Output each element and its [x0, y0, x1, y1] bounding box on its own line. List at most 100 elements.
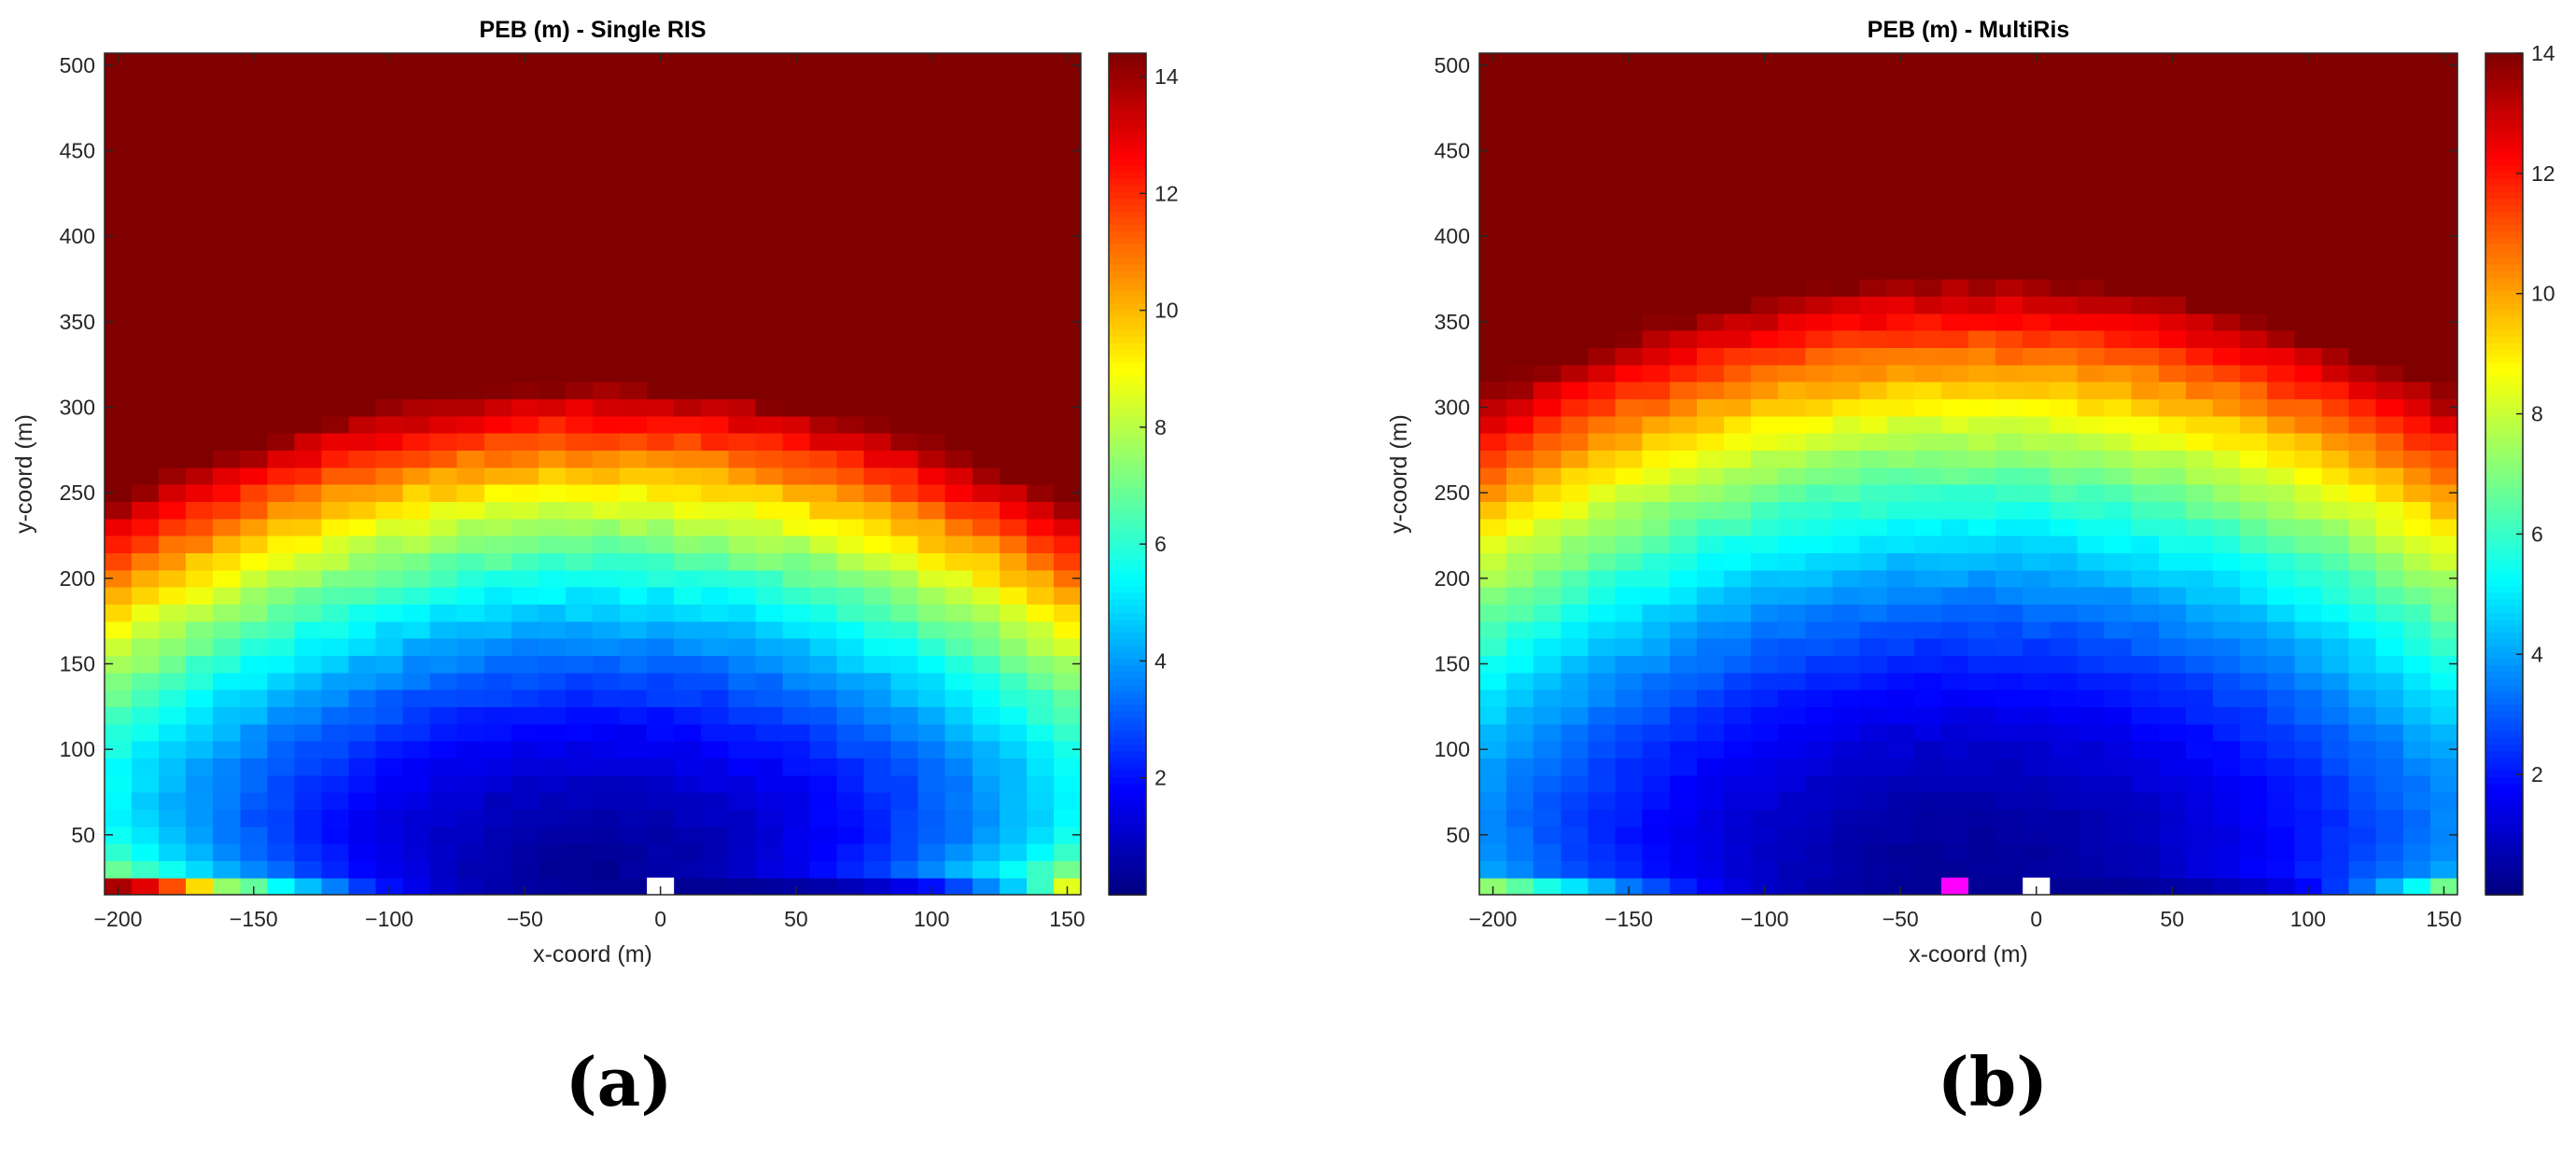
heatmap-cell: [402, 843, 431, 861]
heatmap-cell: [2185, 193, 2214, 212]
heatmap-cell: [2321, 587, 2350, 605]
heatmap-cell: [538, 244, 567, 263]
heatmap-cell: [105, 90, 133, 109]
heatmap-cell: [2240, 279, 2268, 297]
heatmap-cell: [917, 313, 946, 331]
heatmap-cell: [267, 382, 295, 399]
heatmap-cell: [1995, 672, 2023, 690]
heatmap-cell: [1479, 90, 1507, 109]
heatmap-cell: [1968, 415, 1996, 434]
heatmap-cell: [1506, 877, 1534, 896]
heatmap-cell: [945, 228, 973, 245]
heatmap-cell: [728, 142, 756, 160]
heatmap-cell: [429, 90, 458, 109]
heatmap-cell: [674, 244, 702, 263]
heatmap-cell: [1940, 809, 1969, 828]
heatmap-cell: [1724, 330, 1752, 348]
heatmap-cell: [1479, 330, 1507, 348]
heatmap-cell: [1968, 176, 1996, 194]
heatmap-cell: [565, 604, 594, 622]
heatmap-cell: [2158, 792, 2187, 810]
heatmap-cell: [348, 210, 377, 229]
heatmap-cell: [2077, 382, 2106, 399]
heatmap-cell: [972, 518, 1001, 536]
heatmap-cell: [593, 261, 621, 280]
heatmap-cell: [674, 706, 702, 725]
heatmap-cell: [402, 809, 431, 828]
heatmap-cell: [647, 74, 675, 91]
heatmap-cell: [1995, 210, 2023, 229]
colorbar-segment: [2485, 651, 2523, 660]
heatmap-cell: [1859, 296, 1888, 314]
heatmap-cell: [483, 313, 512, 331]
heatmap-cell: [1805, 620, 1834, 639]
heatmap-cell: [429, 604, 458, 622]
heatmap-cell: [999, 210, 1028, 229]
heatmap-cell: [159, 758, 187, 776]
colorbar-segment: [2485, 539, 2523, 548]
heatmap-cell: [620, 706, 648, 725]
heatmap-cell: [294, 843, 323, 861]
heatmap-cell: [348, 741, 377, 758]
heatmap-cell: [728, 518, 756, 536]
heatmap-cell: [159, 450, 187, 468]
heatmap-cell: [2294, 466, 2323, 485]
heatmap-cell: [267, 501, 295, 520]
heatmap-cell: [674, 142, 702, 160]
heatmap-cell: [917, 552, 946, 571]
colorbar-segment: [2485, 125, 2523, 133]
heatmap-cell: [1805, 741, 1834, 758]
heatmap-cell: [2185, 125, 2214, 143]
heatmap-cell: [1588, 860, 1617, 879]
colorbar-segment: [1109, 382, 1146, 390]
colorbar-tick-label: 4: [2531, 642, 2543, 666]
heatmap-cell: [620, 655, 648, 674]
heatmap-cell: [701, 415, 729, 434]
heatmap-cell: [701, 176, 729, 194]
heatmap-cell: [809, 125, 838, 143]
heatmap-cell: [1940, 279, 1969, 297]
heatmap-cell: [890, 261, 919, 280]
heatmap-cell: [2050, 107, 2079, 126]
heatmap-cell: [2267, 244, 2295, 263]
y-tick-label: 50: [1446, 823, 1470, 847]
heatmap-cell: [2267, 552, 2295, 571]
heatmap-cell: [863, 210, 892, 229]
heatmap-cell: [2429, 484, 2458, 502]
heatmap-cell: [1940, 193, 1969, 212]
heatmap-cell: [565, 843, 594, 861]
heatmap-cell: [105, 107, 133, 126]
heatmap-cell: [701, 210, 729, 229]
heatmap-cell: [945, 125, 973, 143]
heatmap-cell: [1479, 142, 1507, 160]
heatmap-cell: [375, 466, 404, 485]
colorbar-segment: [2485, 362, 2523, 370]
heatmap-cell: [2321, 774, 2350, 793]
colorbar-segment: [2485, 86, 2523, 94]
heatmap-cell: [647, 347, 675, 366]
heatmap-cell: [2294, 398, 2323, 417]
heatmap-cell: [321, 193, 350, 212]
heatmap-cell: [836, 792, 865, 810]
heatmap-cell: [593, 860, 621, 879]
heatmap-cell: [213, 843, 241, 861]
colorbar-segment: [1109, 671, 1146, 679]
y-tick-label: 150: [60, 652, 95, 676]
heatmap-cell: [999, 450, 1028, 468]
heatmap-cell: [1859, 142, 1888, 160]
heatmap-cell: [1588, 620, 1617, 639]
heatmap-cell: [1832, 569, 1861, 588]
heatmap-cell: [836, 56, 865, 75]
heatmap-cell: [674, 261, 702, 280]
heatmap-cell: [2348, 415, 2377, 434]
colorbar-segment: [2485, 79, 2523, 88]
heatmap-cell: [2429, 244, 2458, 263]
heatmap-cell: [294, 672, 323, 690]
heatmap-cell: [456, 347, 485, 366]
heatmap-cell: [836, 279, 865, 297]
heatmap-cell: [2104, 809, 2133, 828]
heatmap-cell: [1026, 90, 1055, 109]
heatmap-cell: [1832, 56, 1861, 75]
heatmap-cell: [2185, 142, 2214, 160]
heatmap-cell: [1615, 843, 1644, 861]
